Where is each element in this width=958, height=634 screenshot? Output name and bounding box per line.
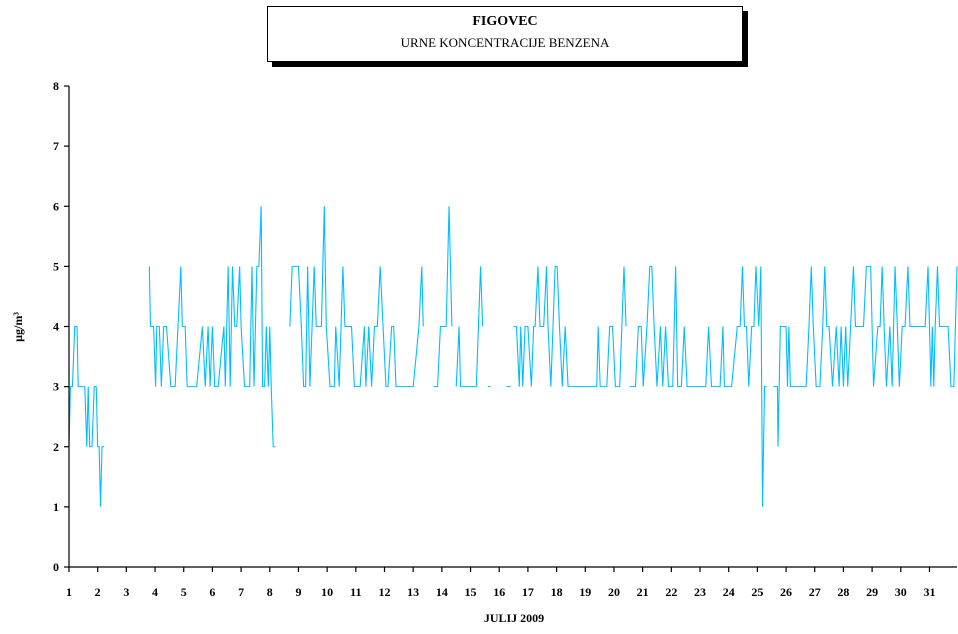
x-tick-label: 3	[123, 585, 129, 599]
x-tick-label: 1	[66, 585, 72, 599]
x-tick-label: 14	[436, 585, 448, 599]
x-tick-label: 27	[809, 585, 821, 599]
x-tick-label: 29	[866, 585, 878, 599]
x-tick-label: 16	[493, 585, 505, 599]
y-tick-label: 5	[53, 259, 59, 273]
chart-subtitle: URNE KONCENTRACIJE BENZENA	[400, 35, 610, 50]
x-tick-label: 9	[295, 585, 301, 599]
x-tick-label: 21	[637, 585, 649, 599]
x-tick-label: 12	[379, 585, 391, 599]
y-tick-label: 3	[53, 380, 59, 394]
x-tick-label: 7	[238, 585, 244, 599]
y-tick-label: 6	[53, 199, 59, 213]
x-tick-label: 26	[780, 585, 792, 599]
x-tick-label: 28	[837, 585, 849, 599]
series-line	[68, 206, 958, 507]
y-tick-label: 0	[53, 560, 59, 574]
x-tick-label: 24	[723, 585, 735, 599]
y-tick-label: 8	[53, 79, 59, 93]
chart-title: FIGOVEC	[472, 14, 538, 29]
x-tick-label: 8	[267, 585, 273, 599]
x-tick-label: 23	[694, 585, 706, 599]
x-tick-label: 18	[551, 585, 563, 599]
x-tick-label: 2	[95, 585, 101, 599]
x-tick-label: 6	[209, 585, 215, 599]
x-tick-label: 25	[751, 585, 763, 599]
y-axis: 0 1 2 3 4 5 6 7 8	[53, 79, 69, 574]
x-tick-label: 10	[321, 585, 333, 599]
x-tick-label: 13	[407, 585, 419, 599]
x-tick-label: 20	[608, 585, 620, 599]
x-axis: 1 2 3 4 5 6 7 8 9 10 11 12 13 14 15 16 17 18 19 20 21 22 23 24 2…	[66, 567, 935, 599]
y-tick-label: 4	[53, 320, 59, 334]
x-tick-label: 4	[152, 585, 158, 599]
x-axis-title: JULIJ 2009	[484, 611, 544, 625]
x-tick-label: 17	[522, 585, 534, 599]
x-tick-label: 19	[579, 585, 591, 599]
y-tick-label: 2	[53, 440, 59, 454]
x-tick-label: 15	[465, 585, 477, 599]
y-tick-label: 1	[53, 500, 59, 514]
x-tick-label: 22	[665, 585, 677, 599]
x-tick-label: 5	[181, 585, 187, 599]
y-axis-title: µg/m³	[11, 312, 25, 342]
series-layer	[68, 206, 958, 507]
x-tick-label: 11	[350, 585, 361, 599]
x-tick-label: 30	[895, 585, 907, 599]
chart-title-box: FIGOVEC URNE KONCENTRACIJE BENZENA	[267, 6, 743, 62]
y-tick-label: 7	[53, 139, 59, 153]
x-tick-label: 31	[923, 585, 935, 599]
